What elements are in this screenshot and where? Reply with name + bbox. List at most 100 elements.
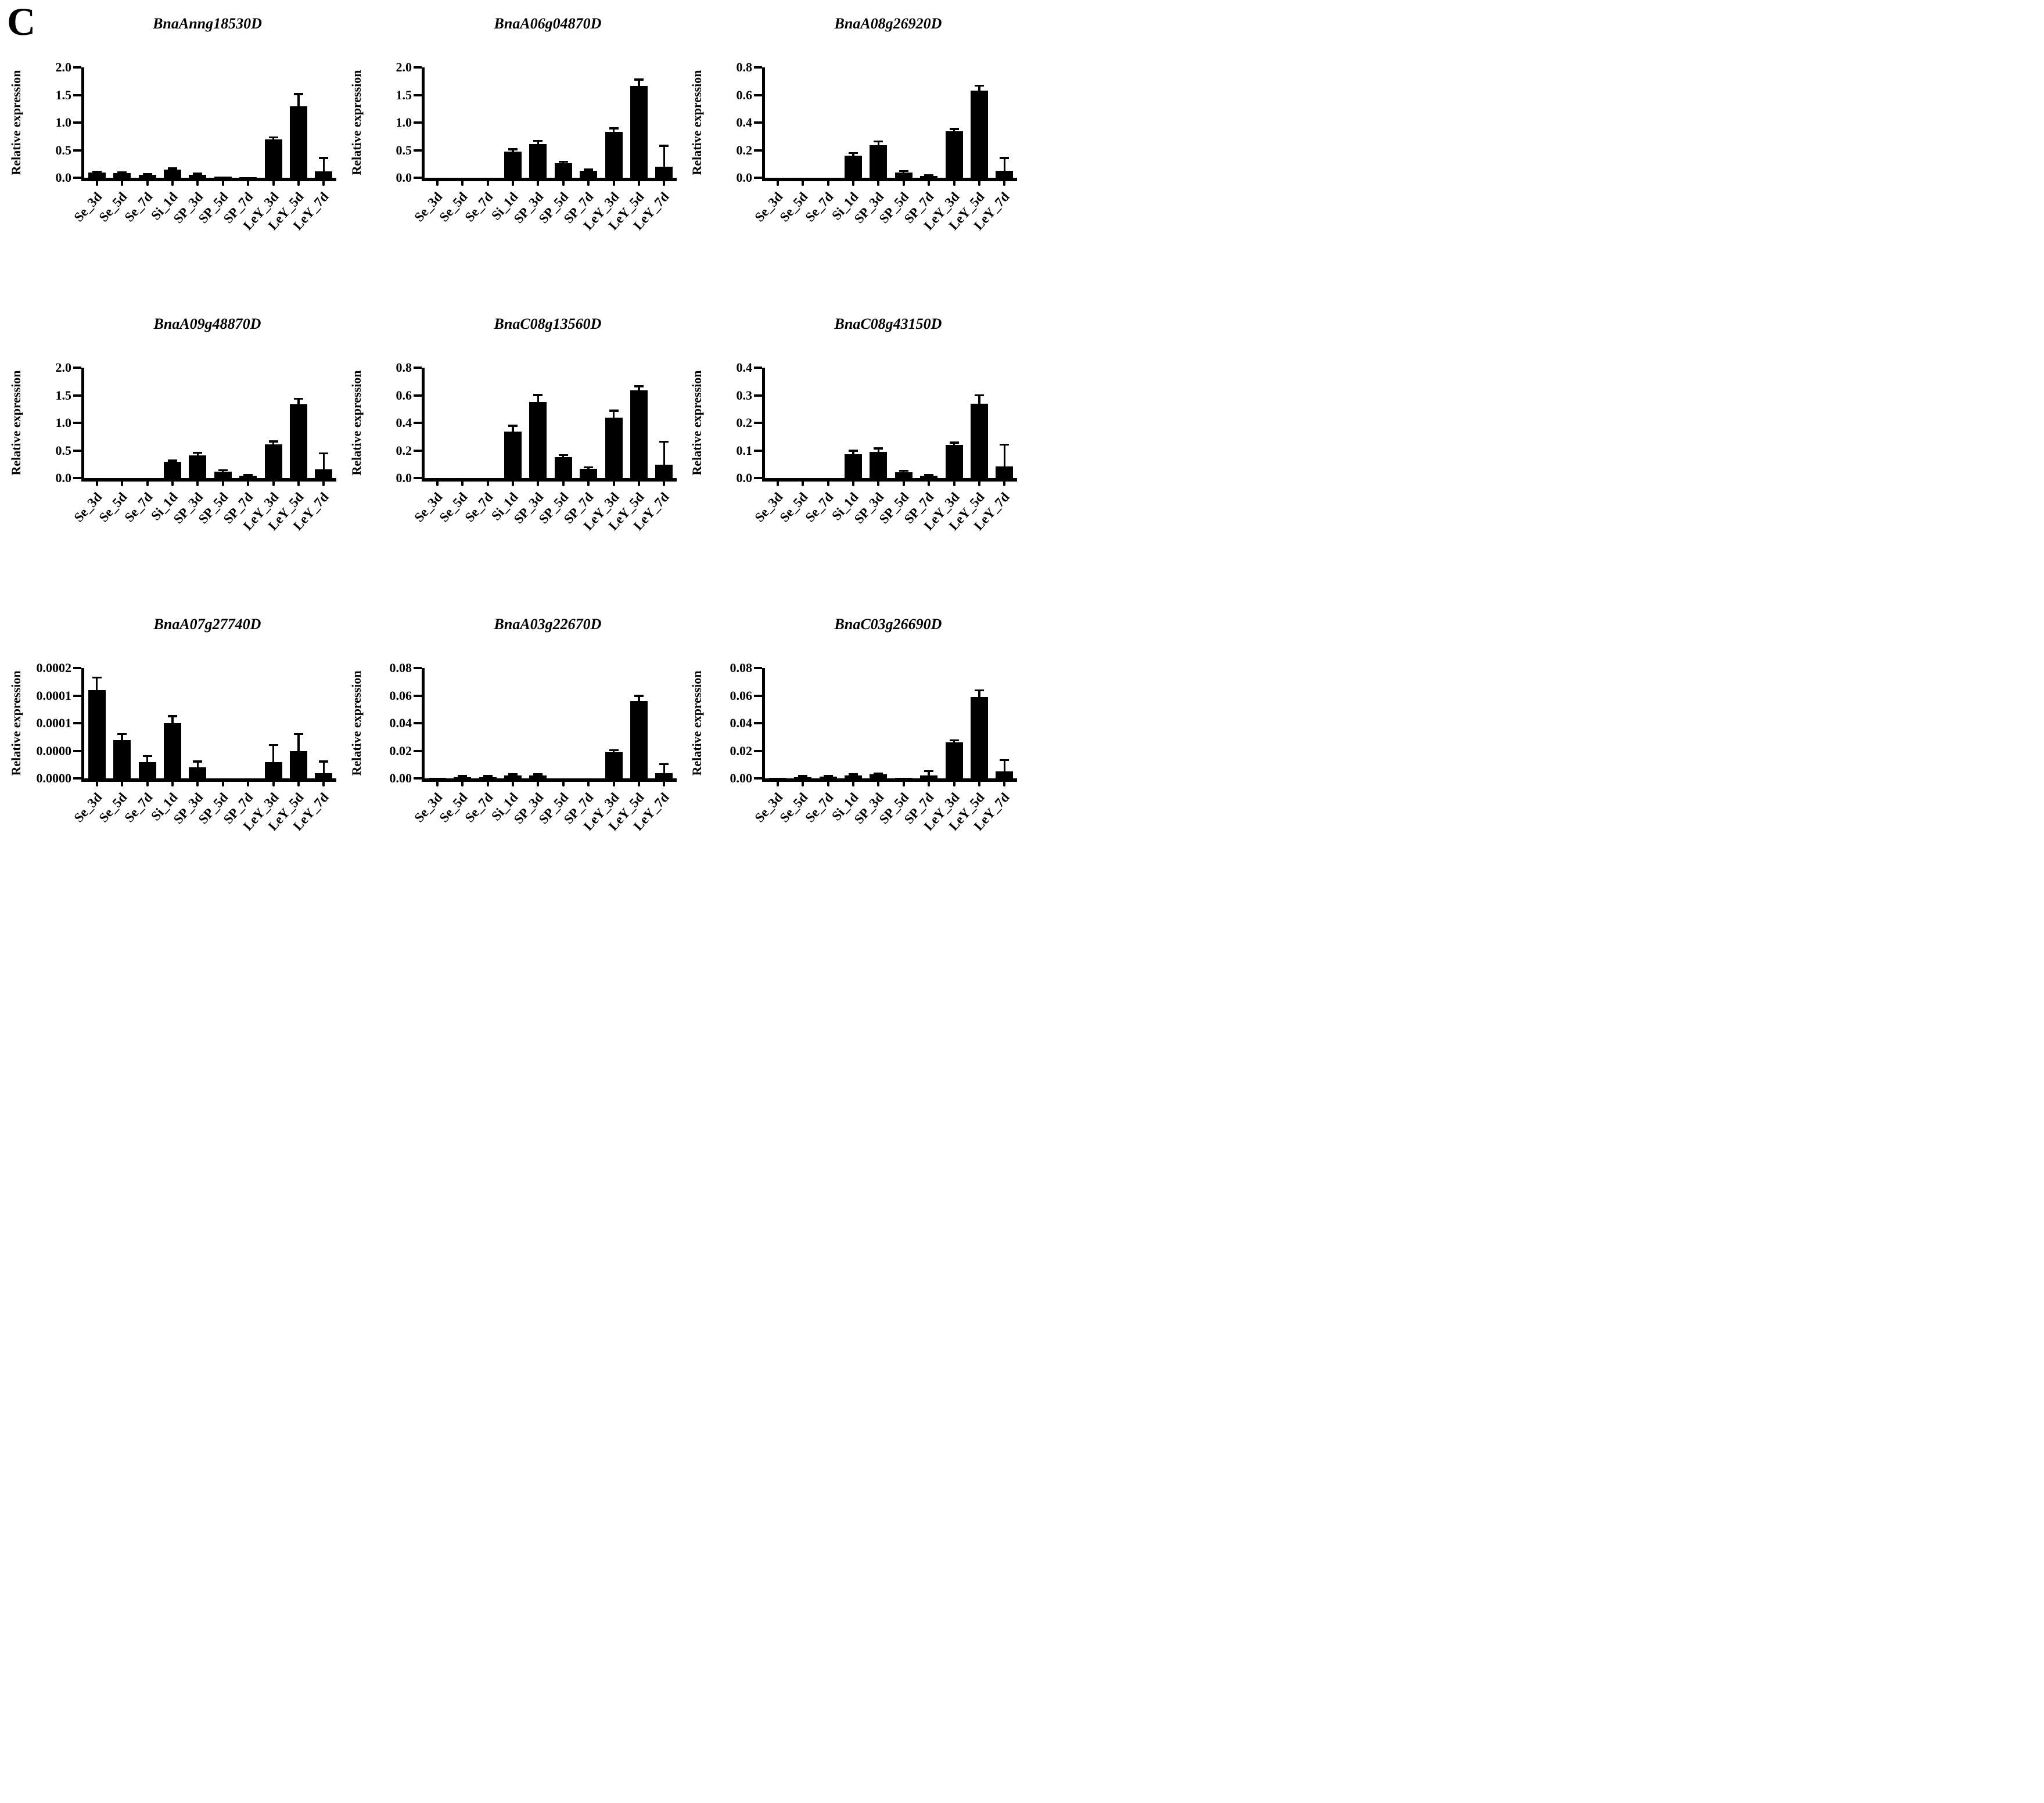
x-tick bbox=[461, 482, 464, 486]
x-tick-label: Se_7d bbox=[121, 790, 156, 825]
y-tick bbox=[414, 477, 422, 479]
plot-area: 0.0 0.2 0.4 0.6 0.8 bbox=[396, 360, 677, 486]
x-tick bbox=[663, 181, 666, 186]
bar-Se_3d bbox=[88, 690, 106, 778]
y-tick bbox=[414, 722, 422, 724]
bar-SP_3d bbox=[189, 175, 207, 178]
plot-area: 0.0 0.1 0.2 0.3 0.4 bbox=[737, 360, 1017, 486]
x-tick bbox=[436, 782, 439, 786]
y-tick-label: 1.5 bbox=[55, 387, 72, 403]
error-bar-cap-Se_5d bbox=[117, 732, 127, 735]
error-bar-cap-Si_1d bbox=[167, 167, 177, 170]
error-bar-SP_3d bbox=[537, 141, 540, 145]
x-tick-label: Se_7d bbox=[802, 189, 836, 225]
error-bar-LeY_7d bbox=[322, 158, 325, 171]
error-bar-cap-SP_3d bbox=[193, 173, 203, 175]
error-bar-LeY_3d bbox=[612, 411, 615, 418]
x-tick bbox=[928, 482, 931, 486]
error-bar-SP_7d bbox=[928, 771, 930, 776]
y-tick-label: 0.00 bbox=[730, 771, 753, 785]
y-tick-label: 0.00 bbox=[389, 771, 412, 785]
x-tick bbox=[121, 782, 124, 786]
y-tick bbox=[414, 449, 422, 452]
error-bar-cap-Se_7d bbox=[142, 173, 152, 175]
x-tick bbox=[802, 181, 804, 186]
y-tick bbox=[414, 777, 422, 780]
figure-panel: C BnaAnng18530D Relative expression 0.0 0.5… bbox=[0, 0, 1021, 902]
x-tick bbox=[322, 181, 325, 186]
bar-LeY_3d bbox=[264, 762, 282, 778]
error-bar-LeY_7d bbox=[1003, 445, 1006, 467]
bar-Si_1d bbox=[844, 156, 862, 178]
bar-LeY_5d bbox=[630, 701, 648, 778]
error-bar-LeY_7d bbox=[322, 454, 325, 469]
bar-Si_1d bbox=[504, 152, 522, 178]
bar-SP_3d bbox=[870, 451, 888, 478]
plot-area: 0.0 0.2 0.4 0.6 0.8 bbox=[737, 60, 1017, 186]
y-tick bbox=[73, 367, 81, 369]
bar-SP_3d bbox=[529, 402, 547, 478]
y-tick-label: 0.8 bbox=[396, 360, 412, 375]
error-bar-cap-Se_7d bbox=[142, 755, 152, 757]
x-labels: Se_3d Se_5d Se_7d Si_1d SP_3d SP_5d SP_7d LeY_3… bbox=[71, 483, 333, 558]
error-bar-cap-LeY_7d bbox=[1000, 759, 1010, 762]
chart-title: BnaA03g22670D bbox=[494, 616, 602, 633]
x-tick bbox=[461, 181, 464, 186]
y-tick bbox=[73, 667, 81, 669]
bar-SP_3d bbox=[189, 455, 207, 478]
error-bar-Si_1d bbox=[171, 716, 174, 723]
y-tick bbox=[754, 149, 762, 152]
error-bar-LeY_3d bbox=[612, 128, 615, 132]
x-tick bbox=[637, 181, 640, 186]
y-tick bbox=[73, 777, 81, 780]
error-bar-cap-SP_7d bbox=[924, 473, 934, 476]
error-bar-cap-LeY_3d bbox=[268, 744, 278, 746]
error-bar-LeY_3d bbox=[272, 441, 275, 445]
error-bar-LeY_5d bbox=[638, 386, 640, 391]
x-tick bbox=[272, 181, 275, 186]
x-tick bbox=[171, 482, 174, 486]
error-bar-cap-SP_7d bbox=[924, 770, 934, 773]
error-bar-cap-LeY_3d bbox=[609, 127, 619, 130]
error-bar-cap-LeY_3d bbox=[609, 749, 619, 752]
error-bar-cap-LeY_5d bbox=[634, 78, 644, 81]
y-tick bbox=[754, 777, 762, 780]
y-tick-label: 0.02 bbox=[730, 743, 753, 758]
bar-LeY_5d bbox=[289, 750, 307, 778]
error-bar-cap-LeY_3d bbox=[609, 410, 619, 412]
y-tick bbox=[73, 394, 81, 397]
bar-LeY_3d bbox=[605, 132, 623, 178]
bar-Se_7d bbox=[138, 175, 156, 178]
y-tick-label: 0.5 bbox=[55, 443, 72, 458]
error-bar-cap-SP_7d bbox=[243, 474, 253, 476]
error-bar-cap-LeY_7d bbox=[319, 452, 329, 455]
error-bar-cap-LeY_5d bbox=[974, 84, 984, 87]
x-tick-label: Se_5d bbox=[96, 189, 130, 225]
y-tick bbox=[414, 121, 422, 124]
x-tick bbox=[663, 782, 666, 786]
x-tick-label: Se_7d bbox=[121, 490, 156, 525]
error-bar-cap-LeY_5d bbox=[293, 93, 303, 95]
error-bar-cap-SP_3d bbox=[193, 760, 203, 763]
error-bar-SP_3d bbox=[877, 142, 880, 146]
x-labels: Se_3d Se_5d Se_7d Si_1d SP_3d SP_5d SP_7d LeY_3… bbox=[71, 182, 333, 258]
x-tick bbox=[827, 782, 829, 786]
x-tick bbox=[776, 782, 779, 786]
y-tick bbox=[414, 394, 422, 397]
x-tick-label: Se_3d bbox=[71, 790, 105, 825]
x-tick-label: Se_7d bbox=[121, 189, 156, 225]
plot-area: 0.0 0.5 1.0 1.5 2.0 bbox=[396, 60, 677, 186]
plot-area: 0.0 0.5 1.0 1.5 2.0 bbox=[56, 60, 336, 186]
x-tick bbox=[95, 482, 98, 486]
x-tick-label: Se_3d bbox=[71, 490, 105, 525]
y-tick-label: 0.2 bbox=[736, 142, 753, 157]
error-bar-cap-LeY_5d bbox=[293, 397, 303, 400]
plot-area: 0.00 0.02 0.04 0.06 0.08 bbox=[390, 660, 677, 786]
x-tick bbox=[297, 782, 300, 786]
x-tick bbox=[146, 181, 149, 186]
x-labels: Se_3d Se_5d Se_7d Si_1d SP_3d SP_5d SP_7d LeY_3… bbox=[411, 783, 674, 859]
error-bar-SP_3d bbox=[877, 448, 880, 452]
x-tick-label: Se_5d bbox=[96, 490, 130, 525]
x-tick bbox=[877, 782, 880, 786]
y-tick bbox=[414, 66, 422, 69]
